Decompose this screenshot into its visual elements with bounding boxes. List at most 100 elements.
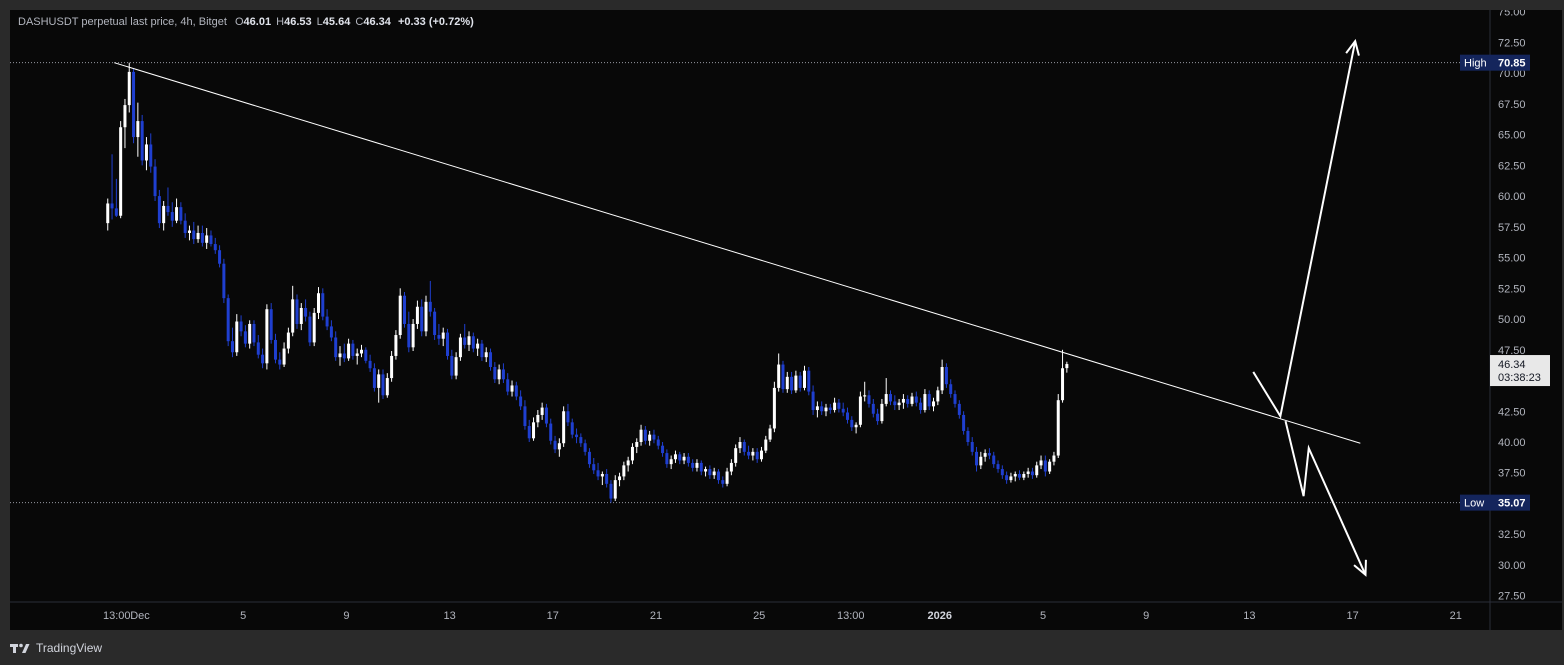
descending-trendline[interactable]: [114, 62, 1361, 444]
candle-body: [682, 456, 686, 461]
candle: [669, 455, 673, 470]
time-tick-label: 5: [240, 610, 246, 622]
candle: [923, 389, 927, 413]
candle: [699, 460, 703, 476]
candle: [308, 311, 312, 347]
candle-body: [785, 376, 789, 390]
candle: [755, 448, 759, 463]
candle-body: [579, 437, 583, 444]
low-badge-label: Low: [1464, 498, 1484, 510]
legend-open-value: 46.01: [243, 16, 272, 28]
candle-body: [157, 196, 161, 224]
candle-body: [811, 391, 815, 411]
candle-body: [278, 359, 282, 365]
candle-body: [725, 471, 729, 484]
candle-body: [235, 321, 239, 353]
candle-body: [751, 451, 755, 456]
candle: [794, 370, 798, 393]
candle: [360, 344, 364, 358]
tradingview-branding[interactable]: TradingView: [10, 638, 102, 658]
candle: [187, 225, 191, 241]
candle: [132, 68, 136, 144]
candle-body: [845, 412, 849, 420]
candle: [790, 371, 794, 395]
price-tick-label: 70.00: [1498, 68, 1526, 80]
candle-countdown: 03:38:23: [1498, 372, 1541, 384]
candle: [656, 435, 660, 450]
candle: [648, 430, 652, 446]
candle-body: [686, 456, 690, 463]
candle-body: [381, 374, 385, 396]
candle: [777, 353, 781, 392]
candle: [446, 328, 450, 360]
candle-body: [200, 232, 204, 243]
candle: [295, 294, 299, 329]
candle: [347, 338, 351, 361]
price-tick-label: 40.00: [1498, 437, 1526, 449]
candle: [514, 381, 518, 401]
candle-body: [652, 434, 656, 440]
candle: [1018, 470, 1022, 481]
candlestick-chart[interactable]: 75.00 72.50 70.00 67.50 65.00 62.50 60.00 57.50…: [10, 10, 1562, 630]
time-tick-label: 13:00: [103, 610, 131, 622]
bullish-projection-arrow[interactable]: [1252, 40, 1357, 419]
candle: [768, 424, 772, 443]
high-badge-label: High: [1464, 58, 1487, 70]
candle: [484, 347, 488, 363]
candle: [673, 450, 677, 463]
candle-body: [820, 406, 824, 412]
candle: [471, 332, 475, 353]
candle-body: [880, 403, 884, 422]
candle-body: [415, 306, 419, 324]
candle-body: [678, 454, 682, 461]
candle: [136, 102, 140, 157]
candle-body: [411, 323, 415, 348]
candle: [493, 362, 497, 383]
candle-body: [153, 166, 157, 197]
candle: [553, 435, 557, 454]
candle-body: [493, 367, 497, 380]
candle: [1056, 394, 1060, 458]
price-axis[interactable]: 75.00 72.50 70.00 67.50 65.00 62.50 60.00 57.50…: [1460, 10, 1550, 603]
candle: [218, 245, 222, 268]
candle: [179, 202, 183, 225]
candle: [420, 299, 424, 337]
candle: [355, 348, 359, 365]
candle: [377, 369, 381, 403]
candle-body: [532, 422, 536, 439]
candle: [226, 294, 230, 347]
candle-body: [1018, 473, 1022, 478]
time-tick-label: 17: [1346, 610, 1358, 622]
candle: [729, 459, 733, 476]
candle: [686, 453, 690, 467]
price-tick-label: 52.50: [1498, 283, 1526, 295]
candle-body: [368, 360, 372, 369]
candle-body: [170, 212, 174, 221]
candle-body: [630, 446, 634, 461]
symbol-legend[interactable]: DASHUSDT perpetual last price, 4h, Bitge…: [18, 16, 474, 28]
candle: [467, 331, 471, 352]
candle-body: [759, 450, 763, 460]
candle-body: [949, 384, 953, 395]
candle-body: [226, 298, 230, 342]
candle: [557, 438, 561, 457]
candle: [618, 472, 622, 487]
candle: [712, 467, 716, 479]
high-badge-value: 70.85: [1498, 58, 1526, 70]
time-tick-label: 5: [1040, 610, 1046, 622]
candle: [519, 390, 523, 411]
legend-open-label: O: [234, 16, 244, 28]
drawings-layer[interactable]: [114, 38, 1367, 577]
bearish-projection-arrow[interactable]: [1284, 420, 1367, 576]
candle-body: [192, 230, 196, 240]
candle: [200, 225, 204, 247]
candle-body: [635, 442, 639, 447]
candle-body: [205, 235, 209, 243]
candle-body: [424, 301, 428, 332]
time-tick-label: 25: [753, 610, 765, 622]
candle-body: [975, 451, 979, 466]
candle-body: [953, 394, 957, 404]
candle-body: [446, 332, 450, 356]
time-axis[interactable]: 13:00 Dec 5 9 13 17 21 25 13:00 2026 5 9 13 17 21: [103, 610, 1462, 622]
chart-frame[interactable]: 75.00 72.50 70.00 67.50 65.00 62.50 60.00 57.50…: [10, 10, 1562, 630]
